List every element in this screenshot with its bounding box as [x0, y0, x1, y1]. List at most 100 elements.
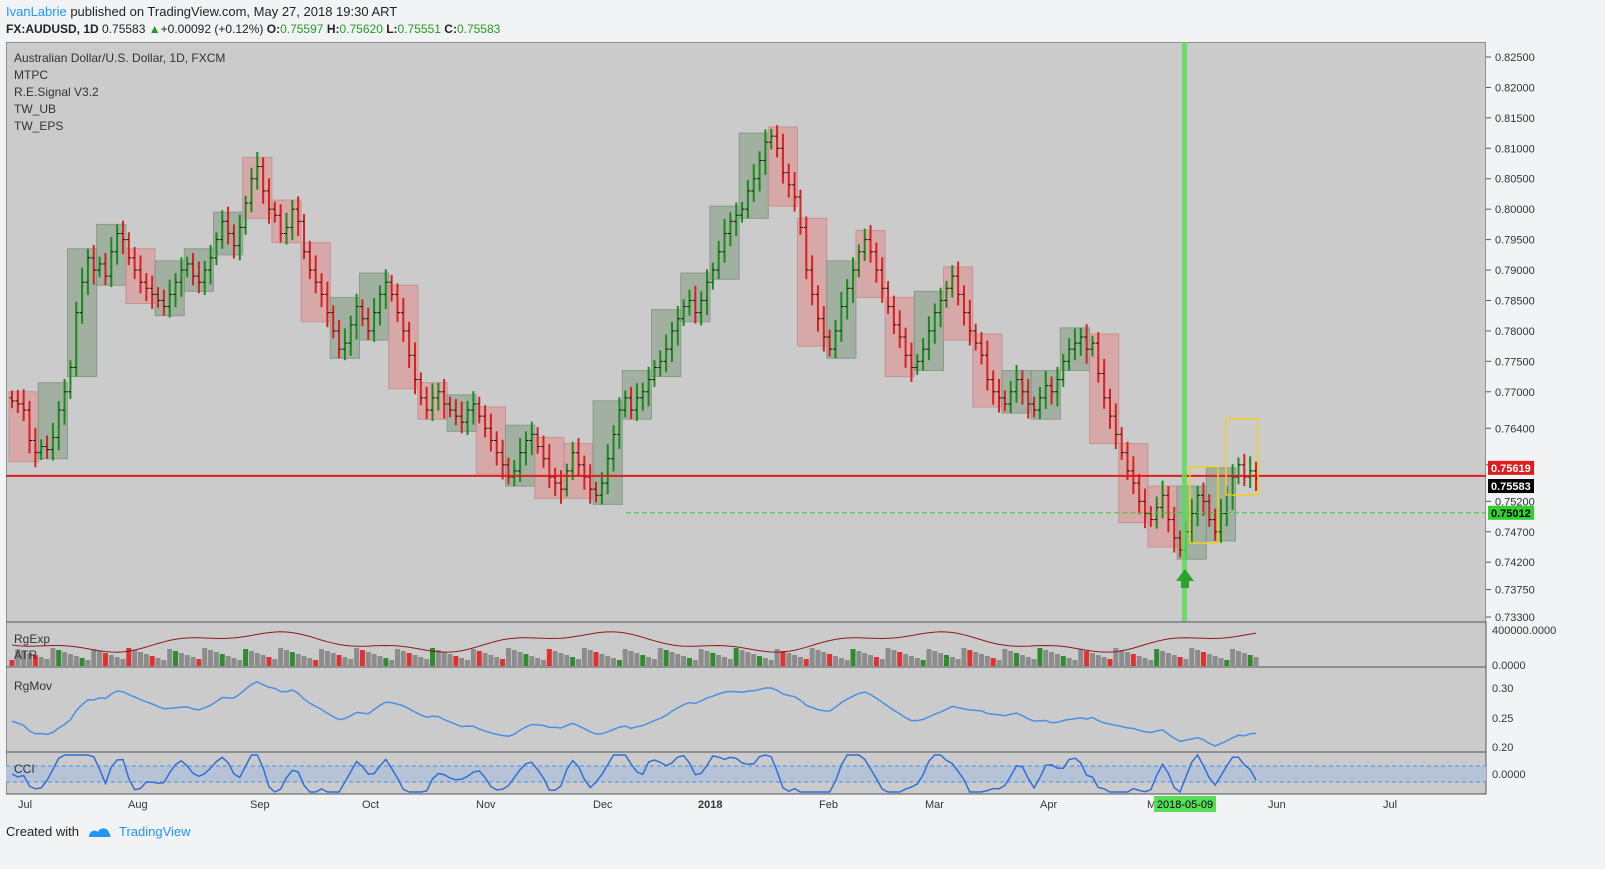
volume-bar	[488, 655, 494, 666]
volume-bar	[646, 657, 652, 666]
volume-bar	[716, 655, 722, 666]
y-tick-label: 0.73300	[1495, 612, 1535, 624]
volume-bar	[587, 650, 593, 666]
volume-bar	[301, 656, 307, 666]
indicator-tw-eps: TW_EPS	[14, 119, 63, 133]
target-box-1	[1189, 466, 1219, 544]
y-tick-label: 0.76400	[1495, 423, 1535, 435]
rgmov-tick-1: 0.30	[1492, 683, 1513, 695]
volume-bar	[686, 658, 692, 666]
volume-bar	[681, 656, 687, 666]
volume-bar	[476, 651, 482, 666]
volume-bar	[114, 657, 120, 666]
cci-tick: 0.0000	[1492, 769, 1526, 781]
volume-bar	[704, 651, 710, 666]
volume-bar	[1031, 659, 1037, 666]
volume-bar	[1165, 653, 1171, 666]
volume-bar	[996, 660, 1002, 666]
rgmov-panel[interactable]	[5, 666, 1487, 753]
volume-bar	[768, 660, 774, 666]
volume-bar	[540, 660, 546, 666]
tradingview-link[interactable]: TradingView	[118, 824, 191, 839]
price-label-bg	[1488, 505, 1534, 520]
rgmov-line	[11, 680, 1257, 747]
volume-bar	[1212, 656, 1218, 666]
x-axis-label: Oct	[362, 799, 379, 811]
volume-bar	[330, 653, 336, 666]
volume-bar	[213, 652, 219, 666]
volume-bar	[359, 650, 365, 666]
volume-bar	[727, 659, 733, 666]
volume-bar	[1235, 651, 1241, 666]
price-label-text: 0.75012	[1491, 508, 1531, 520]
high-value: 0.75620	[339, 22, 383, 36]
volume-bar	[459, 658, 465, 666]
x-axis-label: Apr	[1040, 799, 1057, 811]
volume-bar	[535, 658, 541, 666]
x-axis-label: Aug	[128, 799, 148, 811]
volume-bar	[1224, 660, 1230, 666]
volume-bar	[803, 659, 809, 666]
volume-bar	[202, 648, 208, 666]
volume-bar	[1154, 649, 1160, 666]
volume-bar	[570, 657, 576, 666]
volume-bar	[62, 652, 68, 666]
date-highlight-label: 2018-05-09	[1157, 799, 1213, 811]
volume-bar	[838, 658, 844, 666]
volume-bar	[558, 653, 564, 666]
volume-bar	[943, 655, 949, 666]
volume-bar	[324, 651, 330, 666]
volume-bar	[237, 660, 243, 666]
volume-bar	[1008, 651, 1014, 666]
volume-bar	[1125, 652, 1131, 666]
volume-bar	[663, 650, 669, 666]
volume-bar	[32, 655, 38, 666]
change-value: +0.00092 (+0.12%)	[160, 22, 264, 36]
volume-bar	[762, 658, 768, 666]
volume-bar	[745, 652, 751, 666]
volume-bar	[155, 658, 161, 666]
y-tick-label: 0.77500	[1495, 356, 1535, 368]
volume-bar	[38, 657, 44, 666]
volume-bar	[44, 659, 50, 666]
volume-bar	[307, 658, 313, 666]
volume-bar	[505, 648, 511, 666]
volume-bar	[552, 651, 558, 666]
volume-bar	[511, 650, 517, 666]
main-panel[interactable]	[5, 41, 1487, 623]
footer: Created with TradingView	[6, 824, 191, 839]
volume-bar	[1177, 657, 1183, 666]
volume-bar	[1054, 654, 1060, 666]
chart-area[interactable]: Australian Dollar/U.S. Dollar, 1D, FXCM …	[5, 41, 1562, 814]
volume-bar	[21, 651, 27, 666]
volume-bar	[908, 656, 914, 666]
volume-bar	[254, 653, 260, 666]
high-label: H:	[326, 22, 340, 36]
volume-bar	[622, 649, 628, 666]
volume-bar	[1014, 653, 1020, 666]
volume-bar	[844, 660, 850, 666]
price-chart[interactable]: Australian Dollar/U.S. Dollar, 1D, FXCM …	[5, 41, 1562, 814]
volume-bar	[990, 658, 996, 666]
volume-bar	[1171, 655, 1177, 666]
buy-arrow-icon	[1176, 569, 1194, 588]
author-link[interactable]: IvanLabrie	[6, 4, 67, 19]
volume-bar	[1142, 658, 1148, 666]
x-axis-label: Jul	[1383, 799, 1397, 811]
close-value: 0.75583	[456, 22, 501, 36]
publish-info: published on TradingView.com, May 27, 20…	[66, 4, 398, 19]
volume-bar	[383, 658, 389, 666]
atr-label: ATR	[14, 648, 37, 662]
y-axis[interactable]	[1486, 42, 1562, 622]
volume-bar	[722, 657, 728, 666]
volume-bar	[868, 655, 874, 666]
volume-bar	[669, 652, 675, 666]
volume-bar	[313, 660, 319, 666]
volume-bar	[698, 649, 704, 666]
volume-bar	[1066, 658, 1072, 666]
atr-line	[11, 631, 1257, 653]
volume-bar	[564, 655, 570, 666]
volume-bar	[1078, 649, 1084, 666]
volume-bar	[1019, 655, 1025, 666]
volume-bar	[389, 660, 395, 666]
